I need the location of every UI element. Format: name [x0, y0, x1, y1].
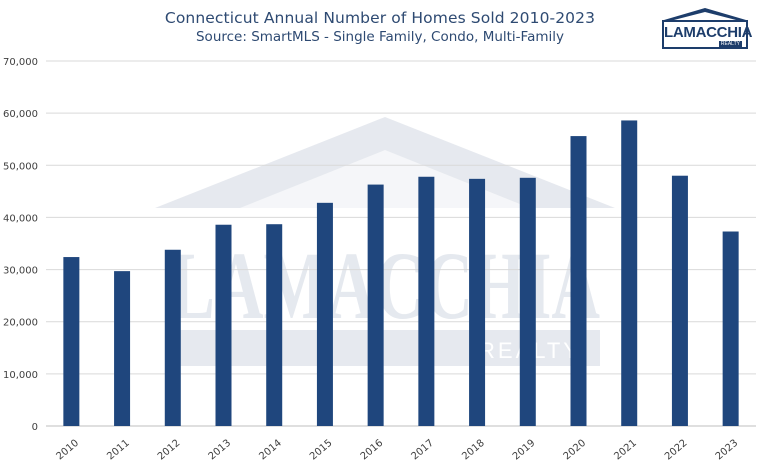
bar-2011 — [114, 271, 131, 426]
bar-2019 — [519, 177, 536, 426]
x-tick-label: 2021 — [612, 438, 639, 463]
x-tick-label: 2019 — [511, 438, 538, 463]
x-tick-label: 2010 — [54, 438, 81, 463]
bar-2022 — [671, 175, 688, 426]
x-tick-label: 2015 — [308, 438, 335, 463]
bar-2015 — [316, 202, 333, 426]
x-tick-label: 2023 — [714, 438, 741, 463]
bar-2014 — [266, 224, 283, 426]
x-tick-label: 2017 — [409, 438, 436, 463]
y-axis: 0 10,000 20,000 30,000 40,000 50,000 60,000 70,… — [3, 57, 38, 433]
bar-2012 — [164, 249, 181, 426]
bar-2020 — [570, 136, 587, 427]
x-tick-label: 2022 — [663, 438, 690, 463]
bars — [63, 120, 739, 427]
logo-roof-inner — [670, 12, 740, 21]
logo-box: LAMACCHIA REALTY — [662, 20, 753, 49]
logo-text: LAMACCHIA — [664, 24, 753, 41]
watermark-roof-inner — [240, 150, 530, 208]
y-tick-label: 50,000 — [3, 161, 38, 172]
x-tick-label: 2014 — [257, 438, 284, 463]
y-tick-label: 70,000 — [3, 57, 38, 68]
y-tick-label: 10,000 — [3, 370, 38, 381]
chart-subtitle: Source: SmartMLS - Single Family, Condo,… — [195, 29, 564, 45]
y-tick-label: 20,000 — [3, 318, 38, 329]
x-axis: 2010 2011 2012 2013 2014 2015 2016 2017 2018 2019… — [54, 438, 740, 463]
x-tick-label: 2011 — [105, 438, 132, 463]
chart-title: Connecticut Annual Number of Homes Sold … — [164, 9, 596, 27]
brand-logo: LAMACCHIA REALTY — [660, 8, 753, 54]
y-tick-label: 60,000 — [3, 109, 38, 120]
gridlines — [46, 60, 756, 427]
y-tick-label: 30,000 — [3, 266, 38, 277]
bar-2010 — [63, 257, 80, 426]
bar-2013 — [215, 224, 232, 426]
bar-2016 — [367, 184, 384, 426]
bar-2021 — [621, 120, 638, 426]
chart-titles: Connecticut Annual Number of Homes Sold … — [0, 8, 760, 46]
x-tick-label: 2020 — [562, 438, 589, 463]
x-tick-label: 2016 — [359, 438, 386, 463]
bar-2017 — [418, 176, 435, 426]
y-tick-label: 40,000 — [3, 213, 38, 224]
bar-2018 — [469, 178, 486, 426]
logo-subtext: REALTY — [718, 41, 742, 48]
bar-2023 — [722, 231, 739, 426]
y-tick-label: 0 — [32, 422, 38, 433]
x-tick-label: 2018 — [460, 438, 487, 463]
x-tick-label: 2012 — [156, 438, 183, 463]
x-tick-label: 2013 — [207, 438, 234, 463]
